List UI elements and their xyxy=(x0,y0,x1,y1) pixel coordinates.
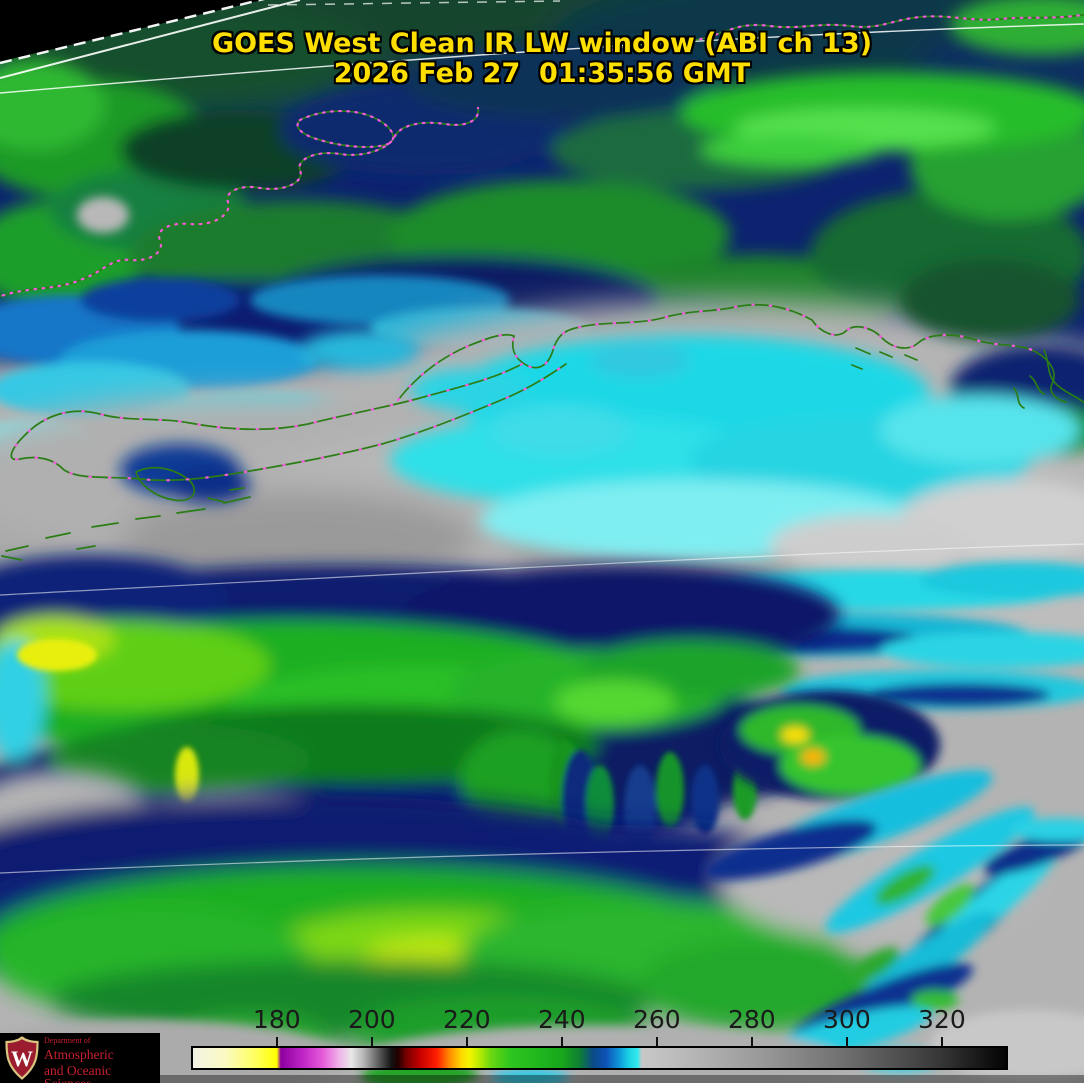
logo-text: Department of Atmospheric and Oceanic Sc… xyxy=(44,1037,160,1083)
latitude-line-2 xyxy=(0,23,1084,94)
colorbar-tick-mark xyxy=(275,1037,278,1046)
colorbar-tick-label: 220 xyxy=(442,1005,491,1034)
coastline-magenta-dots xyxy=(0,13,1084,482)
colorbar-tick-mark xyxy=(465,1037,468,1046)
colorbar-tick-mark xyxy=(655,1037,658,1046)
logo-dept-prefix: Department of xyxy=(44,1036,91,1045)
latitude-line-1 xyxy=(0,0,301,79)
colorbar-tick-mark xyxy=(750,1037,753,1046)
crest-monogram: W xyxy=(11,1046,33,1071)
cloud-layer-cluster xyxy=(720,690,940,800)
bottom-edge-strip xyxy=(0,1075,1084,1083)
limb-dashed-line xyxy=(0,0,266,65)
colorbar-tick-mark xyxy=(370,1037,373,1046)
temperature-colorbar: 180 200 220 240 260 280 300 320 xyxy=(191,1005,1008,1075)
title-line-2: 2026 Feb 27 01:35:56 GMT xyxy=(333,58,751,89)
latitude-line-3 xyxy=(0,543,1084,596)
colorbar-tick-label: 280 xyxy=(728,1005,776,1034)
uw-crest-icon: W xyxy=(5,1036,39,1080)
colorbar-tick-label: 320 xyxy=(918,1005,966,1034)
uw-aos-logo: W Department of Atmospheric and Oceanic … xyxy=(0,1033,160,1083)
colorbar-tick-mark xyxy=(845,1037,848,1046)
colorbar-tick-label: 180 xyxy=(252,1005,301,1034)
colorbar-tick-label: 240 xyxy=(537,1005,586,1034)
graticule-lines xyxy=(0,0,1084,874)
title-line-1: GOES West Clean IR LW window (ABI ch 13) xyxy=(211,28,873,59)
image-title-block: GOES West Clean IR LW window (ABI ch 13)… xyxy=(0,29,1084,89)
latitude-line-4 xyxy=(0,844,1084,874)
colorbar-tick-label: 200 xyxy=(347,1005,396,1034)
colorbar-tick-label: 260 xyxy=(632,1005,681,1034)
cloud-layer-mid-cyan xyxy=(120,260,1084,575)
colorbar-tick-mark xyxy=(940,1037,943,1046)
logo-name-line2: and Oceanic Sciences xyxy=(44,1062,112,1083)
colorbar-tick-mark xyxy=(560,1037,563,1046)
colorbar-gradient-bar xyxy=(191,1046,1008,1070)
colorbar-tick-label: 300 xyxy=(823,1005,871,1034)
logo-name-line1: Atmospheric xyxy=(44,1047,114,1062)
